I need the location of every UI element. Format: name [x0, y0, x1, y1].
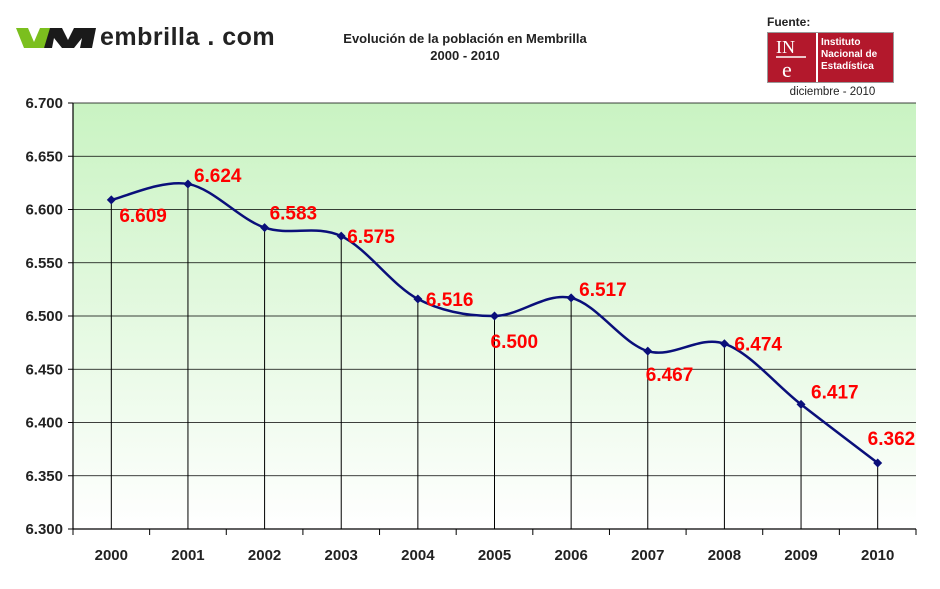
data-point-marker: [183, 179, 193, 189]
data-label: 6.624: [194, 166, 242, 187]
data-label: 6.516: [426, 290, 474, 311]
y-tick-label: 6.550: [25, 255, 63, 272]
ine-logo-mark-icon: IN e: [768, 33, 816, 82]
data-label: 6.417: [811, 382, 859, 403]
x-tick-label: 2007: [631, 547, 664, 564]
data-point-marker: [873, 458, 883, 468]
data-point-marker: [643, 346, 653, 356]
chart-title: Evolución de la población en Membrilla: [343, 31, 587, 46]
site-logo[interactable]: embrilla . com: [14, 22, 275, 52]
y-tick-label: 6.300: [25, 521, 63, 538]
x-tick-label: 2005: [478, 547, 511, 564]
y-tick-label: 6.700: [25, 95, 63, 112]
x-tick-label: 2002: [248, 547, 281, 564]
data-point-marker: [106, 195, 116, 205]
y-tick-label: 6.350: [25, 468, 63, 485]
chart-title-block: Evolución de la población en Membrilla 2…: [300, 30, 630, 64]
x-tick-label: 2000: [95, 547, 128, 564]
data-label: 6.575: [347, 227, 395, 248]
ine-logo: IN e Instituto Nacional de Estadística: [767, 32, 894, 83]
data-label: 6.500: [491, 332, 539, 353]
data-label: 6.474: [734, 335, 782, 356]
x-tick-label: 2008: [708, 547, 741, 564]
data-label: 6.517: [579, 280, 627, 301]
data-point-marker: [796, 399, 806, 409]
logo-mark-icon: [16, 28, 96, 48]
y-tick-label: 6.450: [25, 361, 63, 378]
x-tick-label: 2006: [554, 547, 587, 564]
x-tick-label: 2004: [401, 547, 435, 564]
data-point-marker: [719, 339, 729, 349]
y-tick-label: 6.500: [25, 308, 63, 325]
svg-text:IN: IN: [776, 37, 795, 57]
data-point-marker: [260, 223, 270, 233]
source-date: diciembre - 2010: [789, 86, 876, 98]
data-label: 6.467: [646, 365, 694, 386]
y-tick-label: 6.650: [25, 148, 63, 165]
source-label: Fuente:: [767, 15, 811, 29]
data-point-marker: [413, 294, 423, 304]
x-tick-label: 2001: [171, 547, 204, 564]
y-tick-label: 6.400: [25, 415, 63, 432]
data-point-marker: [490, 311, 499, 321]
x-tick-label: 2010: [861, 547, 894, 564]
data-point-marker: [336, 231, 346, 241]
chart-subtitle: 2000 - 2010: [430, 48, 500, 63]
svg-text:e: e: [782, 57, 792, 82]
y-tick-label: 6.600: [25, 202, 63, 219]
x-tick-label: 2003: [325, 547, 358, 564]
data-label: 6.583: [270, 204, 318, 225]
data-label: 6.609: [119, 206, 167, 227]
data-label: 6.362: [868, 429, 916, 450]
ine-logo-text: Instituto Nacional de Estadística: [816, 33, 893, 82]
x-tick-label: 2009: [784, 547, 817, 564]
data-point-marker: [566, 293, 576, 303]
logo-text: embrilla . com: [100, 22, 276, 51]
